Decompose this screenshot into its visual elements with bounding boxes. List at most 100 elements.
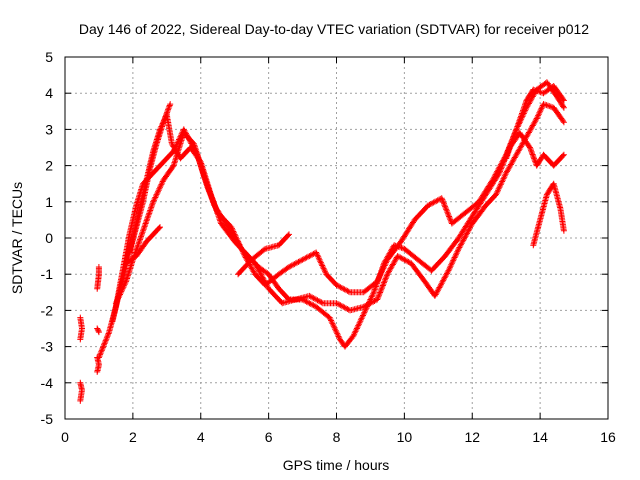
data-point bbox=[172, 150, 175, 152]
data-point bbox=[515, 153, 518, 156]
data-point bbox=[264, 284, 267, 286]
data-point bbox=[244, 255, 246, 257]
data-point bbox=[301, 258, 304, 261]
data-point bbox=[556, 96, 558, 98]
data-point bbox=[542, 153, 545, 156]
data-point bbox=[471, 222, 474, 225]
data-point bbox=[505, 172, 507, 174]
data-point bbox=[135, 226, 138, 228]
data-point bbox=[410, 262, 412, 265]
data-point bbox=[155, 229, 158, 232]
data-point bbox=[552, 106, 555, 109]
data-point bbox=[403, 248, 406, 250]
y-tick-label: -1 bbox=[41, 266, 54, 282]
y-axis-title: SDTVAR / TECUs bbox=[9, 182, 25, 294]
data-point bbox=[563, 229, 565, 232]
data-point bbox=[396, 255, 399, 257]
data-point bbox=[427, 204, 429, 207]
data-point bbox=[98, 363, 100, 366]
x-tick-label: 2 bbox=[129, 429, 137, 445]
data-point bbox=[532, 244, 535, 247]
data-point bbox=[491, 179, 494, 181]
data-point bbox=[552, 182, 555, 185]
data-point bbox=[552, 85, 555, 87]
data-point bbox=[79, 400, 82, 402]
data-point bbox=[250, 258, 253, 261]
data-point bbox=[430, 269, 433, 272]
data-point bbox=[376, 298, 379, 301]
y-tick-label: 3 bbox=[45, 121, 53, 137]
series-arc-b2 bbox=[94, 325, 102, 336]
data-point bbox=[535, 164, 538, 167]
data-point bbox=[220, 222, 222, 225]
data-point bbox=[457, 237, 460, 239]
data-point bbox=[400, 240, 402, 243]
data-point bbox=[344, 345, 346, 348]
data-point bbox=[362, 305, 365, 308]
data-point bbox=[135, 204, 138, 207]
data-point bbox=[546, 193, 548, 196]
data-point bbox=[288, 233, 290, 236]
chart-title: Day 146 of 2022, Sidereal Day-to-day VTE… bbox=[79, 21, 589, 37]
data-point bbox=[294, 298, 297, 301]
data-point bbox=[563, 121, 565, 123]
x-tick-label: 0 bbox=[61, 429, 69, 445]
data-point bbox=[335, 302, 338, 304]
series-arc-c bbox=[94, 264, 102, 292]
x-tick-label: 4 bbox=[197, 429, 205, 445]
data-point bbox=[98, 273, 100, 276]
data-point bbox=[81, 327, 83, 330]
series-arc-5 bbox=[123, 224, 163, 267]
data-point bbox=[98, 266, 100, 268]
data-point bbox=[535, 117, 538, 120]
y-tick-label: -4 bbox=[41, 375, 54, 391]
data-point bbox=[171, 143, 173, 145]
data-point bbox=[121, 269, 124, 272]
data-point bbox=[349, 291, 351, 294]
data-point bbox=[339, 338, 341, 341]
y-tick-label: 1 bbox=[45, 194, 53, 210]
data-point bbox=[162, 121, 165, 123]
data-point bbox=[386, 258, 389, 261]
data-point bbox=[539, 219, 541, 221]
data-point bbox=[362, 313, 365, 315]
data-point bbox=[182, 128, 185, 131]
data-point bbox=[108, 331, 110, 333]
data-point bbox=[393, 244, 395, 247]
data-point bbox=[515, 128, 518, 131]
y-tick-label: 4 bbox=[45, 85, 53, 101]
data-point bbox=[155, 143, 158, 145]
data-point bbox=[308, 295, 311, 297]
series-arc-a1 bbox=[77, 314, 85, 343]
data-point bbox=[206, 186, 209, 189]
data-point bbox=[142, 201, 144, 203]
series-arc-8 bbox=[503, 83, 567, 162]
data-point bbox=[152, 201, 155, 203]
data-point bbox=[125, 262, 127, 265]
data-point bbox=[115, 305, 117, 308]
data-point bbox=[542, 92, 545, 94]
data-point bbox=[142, 229, 144, 232]
data-point bbox=[216, 211, 219, 214]
data-point bbox=[413, 219, 416, 221]
data-point bbox=[81, 389, 83, 391]
data-point bbox=[552, 164, 555, 167]
data-point bbox=[440, 197, 443, 199]
x-tick-label: 10 bbox=[397, 429, 413, 445]
data-point bbox=[386, 273, 389, 276]
data-point bbox=[230, 226, 233, 228]
data-point bbox=[128, 233, 131, 236]
data-point bbox=[162, 161, 165, 163]
data-point bbox=[135, 255, 138, 257]
x-tick-label: 12 bbox=[464, 429, 480, 445]
data-point bbox=[417, 258, 419, 261]
data-point bbox=[98, 356, 100, 359]
data-point bbox=[79, 338, 82, 341]
data-point bbox=[267, 273, 270, 276]
data-point bbox=[172, 164, 175, 167]
data-point bbox=[451, 222, 453, 225]
data-point bbox=[325, 273, 328, 276]
data-point bbox=[563, 106, 565, 109]
